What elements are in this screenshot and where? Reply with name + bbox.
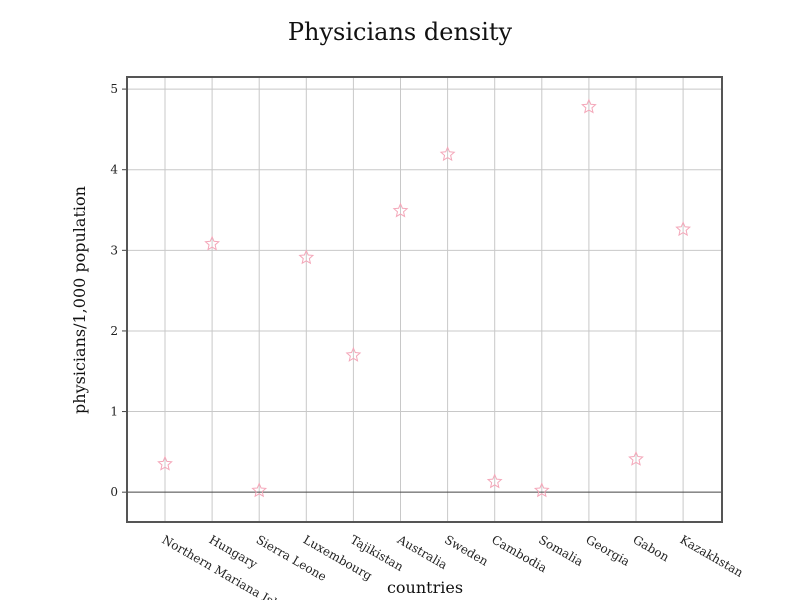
- x-tick-label: Gabon: [631, 532, 672, 564]
- data-point: [533, 482, 550, 498]
- plot-frame: [126, 76, 723, 523]
- chart-title: Physicians density: [288, 18, 513, 46]
- data-point: [204, 235, 220, 251]
- y-tick-label: 1: [110, 405, 118, 419]
- y-axis-title: physicians/1,000 population: [70, 186, 89, 414]
- data-point: [439, 146, 456, 162]
- x-tick-label: Sweden: [442, 532, 491, 568]
- y-tick-label: 0: [110, 485, 118, 499]
- data-point: [251, 482, 268, 498]
- data-point: [345, 346, 362, 362]
- data-points: [157, 98, 691, 498]
- x-gridlines: [164, 77, 684, 522]
- data-point: [157, 455, 173, 471]
- x-axis-title: countries: [387, 578, 463, 597]
- y-tick-label: 4: [110, 163, 118, 177]
- data-point: [628, 450, 644, 466]
- data-point: [486, 473, 503, 489]
- x-tick-label: Georgia: [583, 532, 632, 568]
- y-gridlines: [122, 88, 722, 493]
- data-point: [581, 98, 597, 114]
- y-tick-label: 3: [110, 243, 118, 257]
- y-tick-label: 2: [110, 324, 118, 338]
- data-point: [392, 202, 409, 218]
- data-point: [675, 221, 691, 237]
- y-tick-label: 5: [110, 82, 118, 96]
- x-tick-label: Kazakhstan: [678, 532, 746, 579]
- y-tick-labels: 0 1 2 3 4 5: [110, 82, 118, 499]
- data-point: [298, 249, 315, 265]
